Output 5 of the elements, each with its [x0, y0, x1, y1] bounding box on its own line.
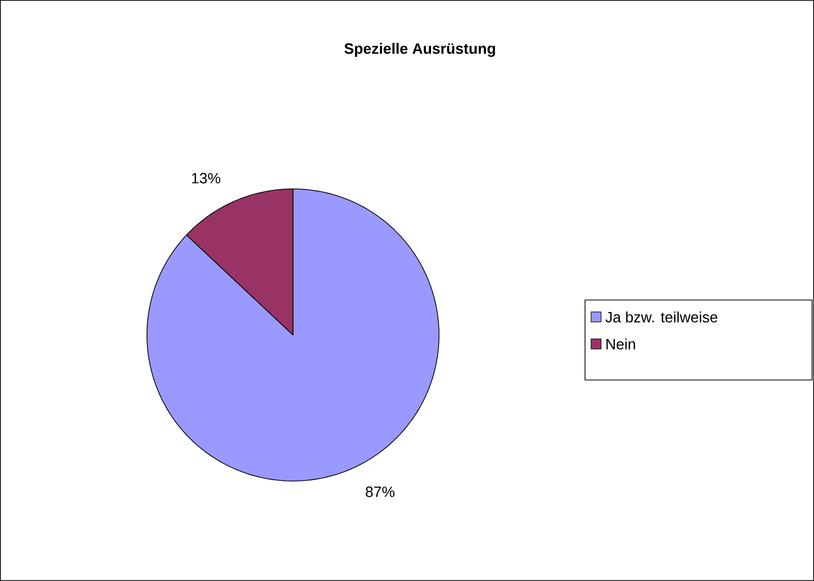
data-label: 87% — [366, 486, 394, 498]
legend-label: Nein — [606, 338, 636, 350]
chart-title: Spezielle Ausrüstung — [344, 42, 495, 57]
legend-label: Ja bzw. teilweise — [605, 312, 718, 322]
data-label: 13% — [192, 172, 220, 184]
